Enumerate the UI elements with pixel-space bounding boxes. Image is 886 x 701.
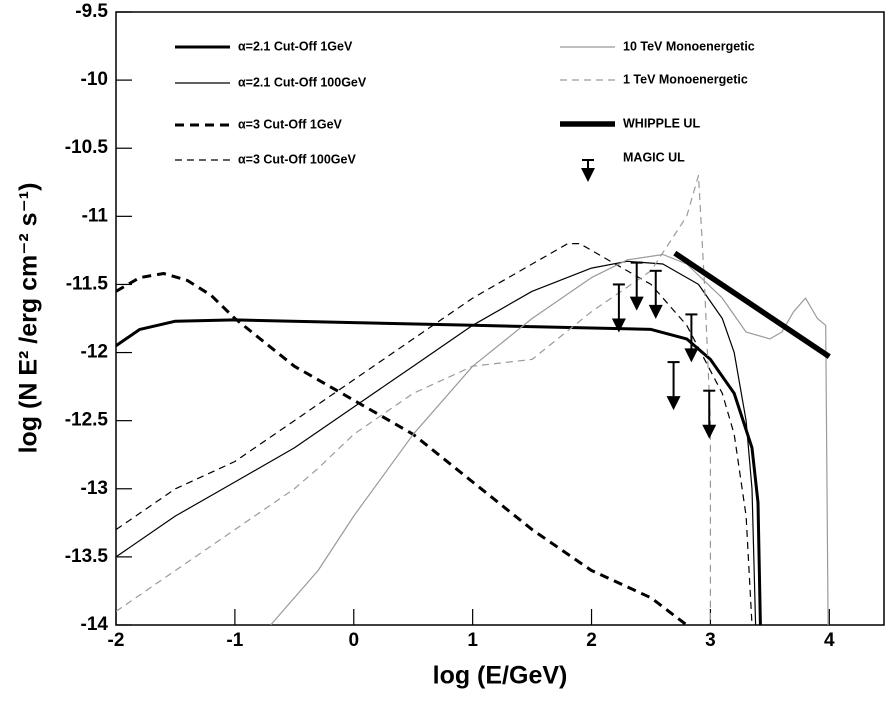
x-tick-label: 3 xyxy=(705,630,716,651)
legend-swatch xyxy=(581,159,595,182)
y-tick-label: -14 xyxy=(81,614,109,635)
x-tick-label: 0 xyxy=(348,630,359,651)
y-tick-label: -10 xyxy=(81,69,108,90)
legend-label: α=3 Cut-Off 100GeV xyxy=(238,152,356,166)
ul-head xyxy=(611,318,626,333)
series-line xyxy=(116,174,711,625)
legend-label: 1 TeV Monoenergetic xyxy=(623,72,748,86)
plot-frame xyxy=(115,11,885,626)
ul-head xyxy=(666,396,681,411)
y-tick-label: -9.5 xyxy=(75,1,108,22)
y-tick-label: -13.5 xyxy=(65,546,109,567)
x-tick-label: 4 xyxy=(824,630,835,651)
x-tick-label: 1 xyxy=(467,630,478,651)
upper-limit xyxy=(702,389,717,439)
upper-limit xyxy=(611,283,626,333)
ul-head xyxy=(581,168,595,182)
y-axis-title: log (N E² /erg cm⁻² s⁻¹) xyxy=(15,183,43,454)
x-tick-label: -2 xyxy=(108,630,125,651)
ul-head xyxy=(702,424,717,439)
legend-label: WHIPPLE UL xyxy=(623,116,700,130)
x-tick-label: 2 xyxy=(586,630,597,651)
series-line xyxy=(116,260,757,625)
series-line xyxy=(673,250,831,359)
upper-limit xyxy=(684,313,699,363)
series-line xyxy=(116,318,762,625)
y-tick-label: -10.5 xyxy=(65,137,109,158)
y-tick-label: -12.5 xyxy=(65,410,109,431)
y-tick-label: -13 xyxy=(81,478,108,499)
series-line xyxy=(116,243,753,625)
x-axis-title: log (E/GeV) xyxy=(433,662,568,690)
legend-label: α=3 Cut-Off 1GeV xyxy=(238,117,343,131)
legend-label: MAGIC UL xyxy=(623,150,685,164)
series-line xyxy=(116,272,688,625)
x-tick-label: -1 xyxy=(226,630,243,651)
y-tick-label: -11 xyxy=(82,205,109,226)
upper-limit xyxy=(648,269,663,319)
ul-head xyxy=(684,348,699,363)
ul-head xyxy=(648,304,663,319)
ul-head xyxy=(629,296,644,311)
legend-label: α=2.1 Cut-Off 100GeV xyxy=(238,75,367,89)
upper-limit xyxy=(666,361,681,411)
series-line xyxy=(270,253,829,625)
y-tick-label: -12 xyxy=(81,342,108,363)
upper-limit xyxy=(629,261,644,311)
legend-label: 10 TeV Monoenergetic xyxy=(623,39,755,53)
y-tick-label: -11.5 xyxy=(66,273,109,294)
legend-label: α=2.1 Cut-Off 1GeV xyxy=(238,39,353,53)
